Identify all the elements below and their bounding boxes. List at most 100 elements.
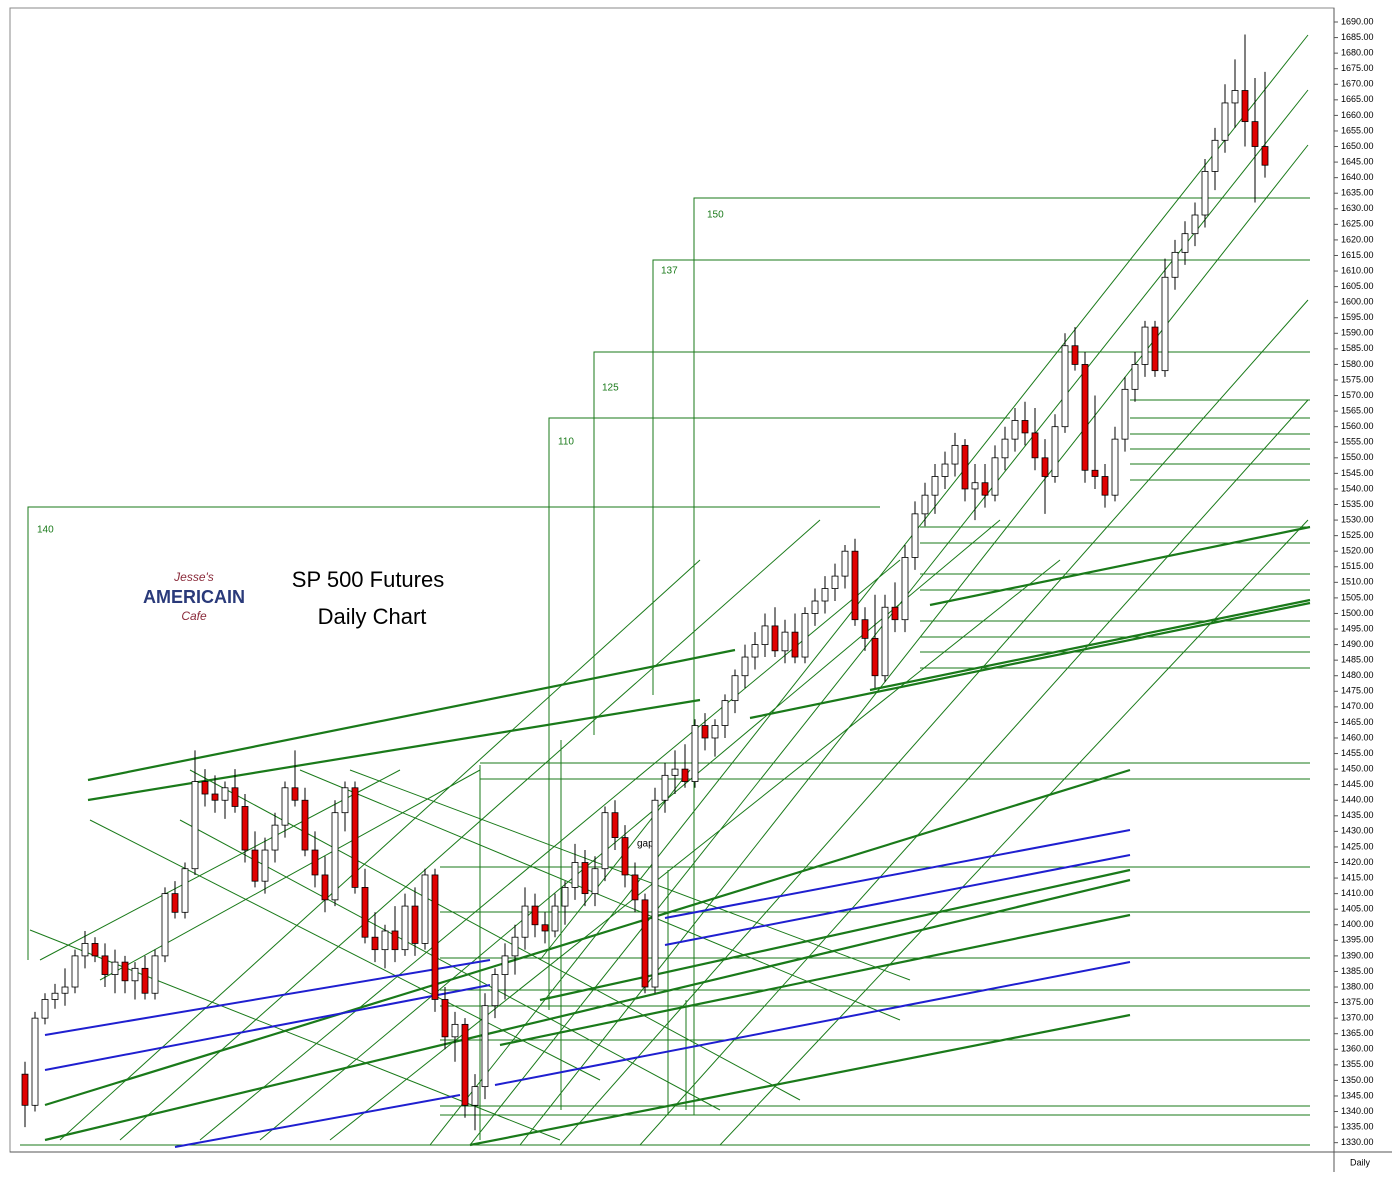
y-tick-label: 1560.00: [1341, 421, 1374, 431]
y-tick-label: 1340.00: [1341, 1106, 1374, 1116]
y-tick-label: 1630.00: [1341, 203, 1374, 213]
candle-body: [341, 787, 349, 814]
candle-body: [481, 1005, 489, 1088]
y-tick-label: 1450.00: [1341, 763, 1374, 773]
candle-body: [471, 1086, 479, 1106]
candle-body: [801, 613, 809, 658]
candle-body: [581, 862, 589, 895]
y-tick-label: 1545.00: [1341, 468, 1374, 478]
candle-body: [1021, 420, 1029, 434]
candle-body: [131, 967, 139, 982]
candle-body: [501, 955, 509, 975]
y-tick-label: 1635.00: [1341, 188, 1374, 198]
candle-body: [431, 874, 439, 1000]
candle-body: [1001, 438, 1009, 459]
logo-text: Jesse's: [173, 570, 214, 584]
candle-body: [661, 774, 669, 801]
candle-body: [271, 824, 279, 851]
y-tick-label: 1690.00: [1341, 16, 1374, 26]
candle-body: [311, 849, 319, 876]
candle-body: [441, 999, 449, 1038]
candle-body: [361, 887, 369, 938]
candle-body: [541, 924, 549, 932]
candle-body: [411, 905, 419, 944]
candle-body: [181, 868, 189, 913]
candle-body: [711, 725, 719, 739]
candle-body: [421, 874, 429, 944]
y-tick-label: 1395.00: [1341, 935, 1374, 945]
candle-body: [891, 606, 899, 621]
candle-body: [741, 656, 749, 677]
candle-body: [1131, 364, 1139, 390]
y-tick-label: 1350.00: [1341, 1075, 1374, 1085]
candle-body: [1091, 469, 1099, 477]
logo-text: AMERICAIN: [143, 587, 245, 607]
y-tick-label: 1335.00: [1341, 1121, 1374, 1131]
candle-body: [1241, 90, 1249, 123]
candle-body: [991, 457, 999, 496]
candle-body: [221, 787, 229, 801]
candle-body: [171, 893, 179, 913]
period-label: Daily: [1350, 1157, 1371, 1167]
candle-body: [1111, 438, 1119, 496]
candle-body: [1191, 214, 1199, 235]
candle-body: [861, 619, 869, 639]
candle-body: [961, 444, 969, 490]
candle-body: [321, 874, 329, 901]
y-tick-label: 1605.00: [1341, 281, 1374, 291]
y-tick-label: 1675.00: [1341, 63, 1374, 73]
candle-body: [791, 631, 799, 658]
chart-subtitle: Daily Chart: [318, 604, 427, 629]
candle-body: [1161, 276, 1169, 372]
candle-body: [261, 849, 269, 882]
candle-body: [231, 787, 239, 807]
candle-body: [511, 936, 519, 957]
y-tick-label: 1540.00: [1341, 483, 1374, 493]
candle-body: [751, 644, 759, 658]
y-tick-label: 1620.00: [1341, 234, 1374, 244]
y-tick-label: 1505.00: [1341, 592, 1374, 602]
y-tick-label: 1420.00: [1341, 857, 1374, 867]
y-tick-label: 1465.00: [1341, 717, 1374, 727]
y-tick-label: 1530.00: [1341, 514, 1374, 524]
y-tick-label: 1680.00: [1341, 48, 1374, 58]
candle-body: [1081, 364, 1089, 471]
y-tick-label: 1425.00: [1341, 841, 1374, 851]
candle-body: [461, 1023, 469, 1106]
candle-body: [811, 600, 819, 614]
gann-lines: [20, 34, 1311, 1148]
candle-body: [681, 768, 689, 782]
candle-body: [781, 631, 789, 652]
candle-body: [391, 930, 399, 951]
candle-body: [1061, 345, 1069, 428]
annotation: gap: [637, 839, 654, 850]
candle-body: [1051, 426, 1059, 477]
y-tick-label: 1625.00: [1341, 219, 1374, 229]
y-tick-label: 1460.00: [1341, 732, 1374, 742]
candle-body: [1201, 171, 1209, 216]
candle-body: [561, 887, 569, 907]
y-tick-label: 1375.00: [1341, 997, 1374, 1007]
candle-body: [921, 494, 929, 515]
candle-body: [121, 961, 129, 982]
candle-body: [881, 606, 889, 677]
candle-body: [381, 930, 389, 951]
candle-body: [531, 905, 539, 926]
candle-body: [41, 999, 49, 1019]
candle-body: [1211, 139, 1219, 172]
candle-body: [871, 637, 879, 677]
y-tick-label: 1360.00: [1341, 1044, 1374, 1054]
y-tick-label: 1490.00: [1341, 639, 1374, 649]
candle-body: [1041, 457, 1049, 477]
candle-body: [351, 787, 359, 888]
candle-body: [851, 550, 859, 621]
annotation: 150: [707, 210, 724, 221]
candle-body: [1011, 420, 1019, 440]
candle-body: [1261, 146, 1269, 166]
y-tick-label: 1585.00: [1341, 343, 1374, 353]
candle-body: [91, 943, 99, 957]
candle-body: [761, 625, 769, 645]
candle-body: [141, 967, 149, 994]
candle-body: [591, 868, 599, 895]
